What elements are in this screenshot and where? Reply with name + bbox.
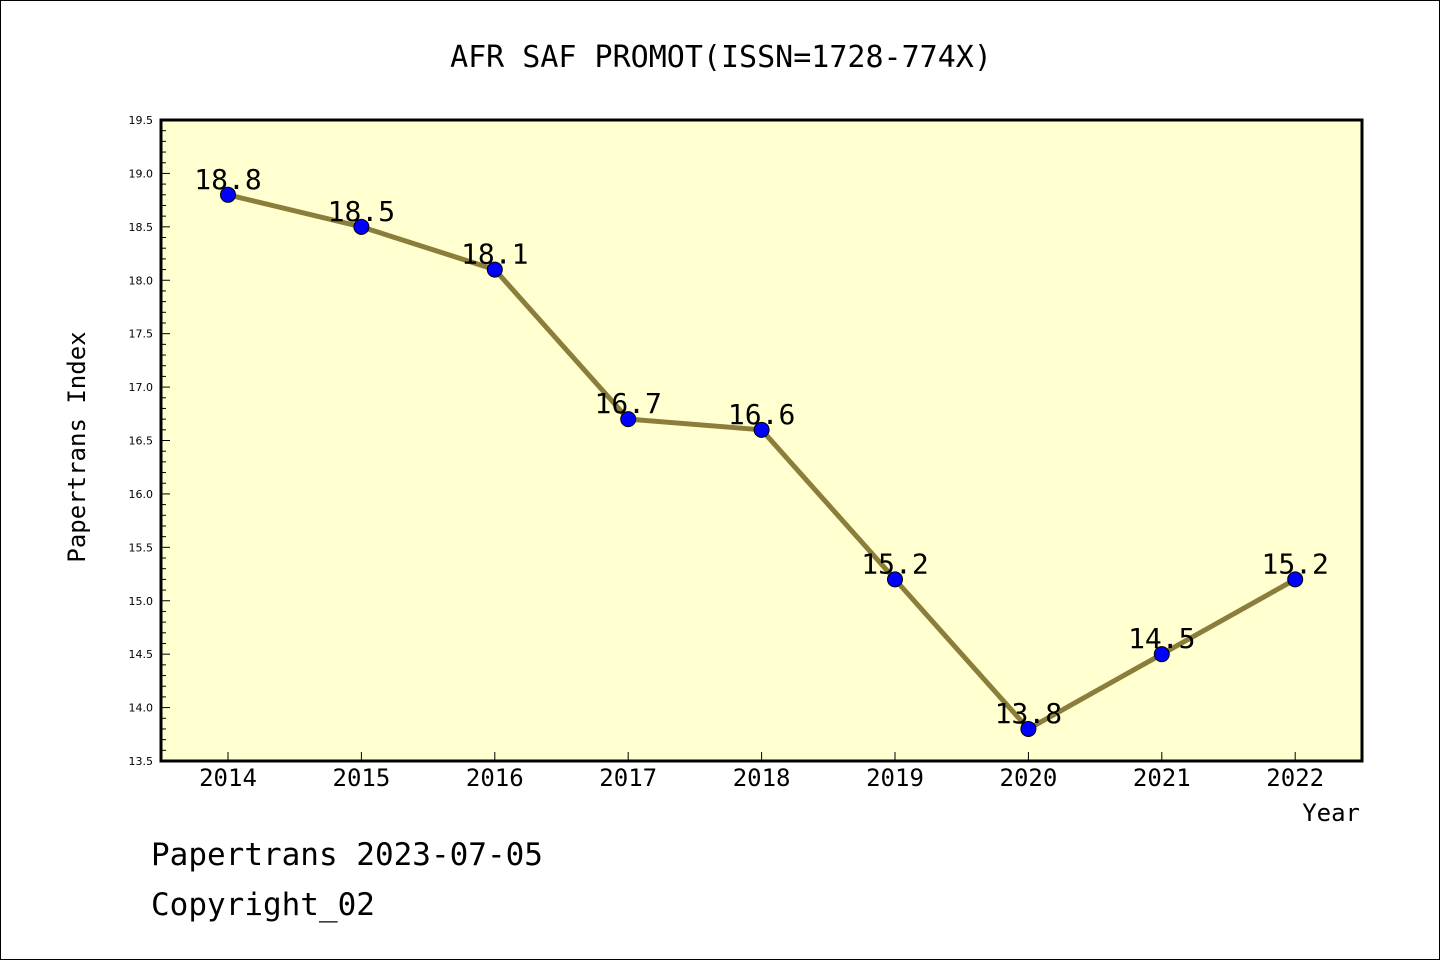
data-point	[1153, 646, 1170, 663]
x-tick-label: 2017	[599, 764, 657, 792]
data-point	[1287, 571, 1304, 588]
data-point	[620, 411, 637, 428]
y-tick-label: 17.5	[129, 328, 154, 341]
y-tick-label: 17.0	[129, 381, 154, 394]
data-label: 18.1	[461, 238, 528, 271]
series-line-group	[220, 186, 1304, 737]
data-labels: 18.8 18.5 18.1 16.7 16.6 15.2 13.8 14.5 15.2	[194, 163, 1329, 730]
y-tick-label: 18.5	[129, 221, 154, 234]
y-tick-label: 19.0	[129, 167, 154, 180]
x-axis: 2014 2015 2016 2017 2018 2019 2020 2021 2022	[199, 752, 1324, 792]
data-label: 18.5	[328, 195, 395, 228]
y-tick-label: 19.5	[129, 114, 154, 127]
x-tick-label: 2015	[333, 764, 391, 792]
data-label: 18.8	[194, 163, 261, 196]
data-point	[486, 261, 503, 278]
y-tick-label: 13.5	[129, 755, 154, 768]
data-point	[753, 421, 770, 438]
x-tick-label: 2022	[1266, 764, 1324, 792]
data-label: 14.5	[1128, 622, 1195, 655]
footer-date: Papertrans 2023-07-05	[151, 837, 543, 873]
y-axis-label: Papertrans Index	[63, 331, 91, 562]
x-tick-label: 2018	[733, 764, 791, 792]
plot-border	[159, 118, 1364, 763]
data-point	[220, 186, 236, 203]
x-tick-label: 2016	[466, 764, 524, 792]
y-tick-label: 15.0	[129, 595, 154, 608]
x-tick-label: 2019	[866, 764, 924, 792]
y-tick-label: 16.0	[129, 488, 154, 501]
data-point	[1020, 720, 1037, 737]
data-label: 13.8	[995, 697, 1062, 730]
y-tick-label: 16.5	[129, 435, 154, 448]
data-label: 16.6	[728, 398, 795, 431]
y-tick-label: 14.0	[129, 702, 154, 715]
y-axis: 13.5 14.0 14.5 15.0 15.5 16.0 16.5 17.0 17.5 18.0…	[129, 114, 170, 768]
footer-copyright: Copyright_02	[151, 887, 375, 923]
x-axis-label: Year	[1302, 799, 1360, 827]
data-label: 15.2	[1261, 547, 1328, 580]
data-label: 15.2	[861, 547, 928, 580]
chart-title: AFR SAF PROMOT(ISSN=1728-774X)	[450, 40, 992, 75]
x-tick-label: 2014	[199, 764, 257, 792]
data-point	[887, 571, 903, 588]
data-label: 16.7	[594, 387, 661, 420]
y-tick-label: 14.5	[129, 648, 154, 661]
data-point	[353, 218, 370, 235]
y-tick-label: 18.0	[129, 274, 154, 287]
x-tick-label: 2021	[1133, 764, 1191, 792]
x-tick-label: 2020	[1000, 764, 1058, 792]
y-tick-label: 15.5	[129, 541, 154, 554]
